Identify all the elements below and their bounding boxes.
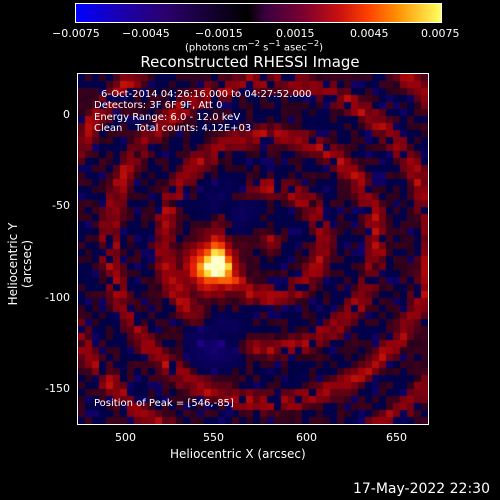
colorbar-tick: 0.0075 [421, 27, 460, 40]
x-axis-label: Heliocentric X (arcsec) [170, 447, 306, 461]
y-axis-label: Heliocentric Y (arcsec) [6, 222, 34, 306]
image-plot [77, 73, 429, 425]
x-tick-label: 650 [386, 431, 407, 444]
y-tick-label: 0 [63, 108, 70, 121]
plot-title: Reconstructed RHESSI Image [140, 53, 360, 71]
energy-range-label: Energy Range: 6.0 - 12.0 keV [94, 112, 241, 123]
clean-counts-label: Clean Total counts: 4.12E+03 [94, 123, 252, 134]
timestamp: 17-May-2022 22:30 [352, 481, 490, 497]
colorbar-tick: −0.0045 [122, 27, 170, 40]
colorbar-tick: −0.0075 [52, 27, 100, 40]
time-range-label: 6-Oct-2014 04:26:16.000 to 04:27:52.000 [101, 89, 312, 100]
colorbar-tick: −0.0015 [195, 27, 243, 40]
x-tick-label: 600 [296, 431, 317, 444]
colorbar-tick: 0.0045 [350, 27, 389, 40]
x-tick-label: 500 [115, 431, 136, 444]
x-tick-label: 550 [203, 431, 224, 444]
rhessi-image [78, 74, 428, 424]
y-tick-label: -50 [52, 199, 70, 212]
peak-position-label: Position of Peak = [546,-85] [94, 398, 234, 409]
colorbar-units: (photons cm−2 s−1 asec−2) [185, 38, 324, 54]
y-tick-label: -100 [45, 291, 70, 304]
colorbar-tick: 0.0015 [276, 27, 315, 40]
detectors-label: Detectors: 3F 6F 9F, Att 0 [94, 100, 223, 111]
colorbar [75, 3, 442, 23]
y-tick-label: -150 [45, 382, 70, 395]
